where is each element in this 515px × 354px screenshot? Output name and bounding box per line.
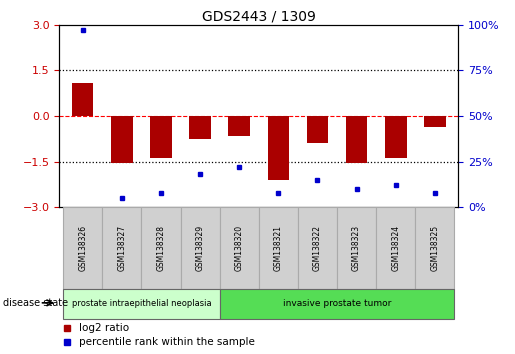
Bar <box>307 116 328 143</box>
Bar <box>220 207 259 289</box>
Text: GSM138320: GSM138320 <box>235 225 244 271</box>
Text: log2 ratio: log2 ratio <box>79 323 129 333</box>
Bar <box>190 116 211 139</box>
Bar <box>150 116 171 159</box>
Bar <box>111 116 132 163</box>
Bar <box>424 116 445 127</box>
Text: GSM138327: GSM138327 <box>117 225 126 271</box>
Bar <box>63 289 220 319</box>
Bar <box>337 207 376 289</box>
Text: GSM138328: GSM138328 <box>157 225 165 271</box>
Bar <box>72 82 93 116</box>
Bar <box>376 207 415 289</box>
Text: GSM138323: GSM138323 <box>352 225 361 271</box>
Text: GSM138324: GSM138324 <box>391 225 400 271</box>
Text: GSM138325: GSM138325 <box>431 225 439 271</box>
Bar <box>181 207 220 289</box>
Text: GSM138322: GSM138322 <box>313 225 322 271</box>
Text: GSM138321: GSM138321 <box>274 225 283 271</box>
Bar <box>385 116 406 159</box>
Bar <box>220 289 454 319</box>
Text: GSM138329: GSM138329 <box>196 225 204 271</box>
Text: GSM138326: GSM138326 <box>78 225 87 271</box>
Bar <box>415 207 454 289</box>
Title: GDS2443 / 1309: GDS2443 / 1309 <box>202 10 316 24</box>
Bar <box>346 116 367 163</box>
Bar <box>63 207 102 289</box>
Text: disease state: disease state <box>3 298 67 308</box>
Text: prostate intraepithelial neoplasia: prostate intraepithelial neoplasia <box>72 299 211 308</box>
Text: percentile rank within the sample: percentile rank within the sample <box>79 337 255 348</box>
Bar <box>268 116 289 180</box>
Bar <box>259 207 298 289</box>
Bar <box>102 207 142 289</box>
Bar <box>229 116 250 136</box>
Text: invasive prostate tumor: invasive prostate tumor <box>283 299 391 308</box>
Bar <box>142 207 181 289</box>
Bar <box>298 207 337 289</box>
